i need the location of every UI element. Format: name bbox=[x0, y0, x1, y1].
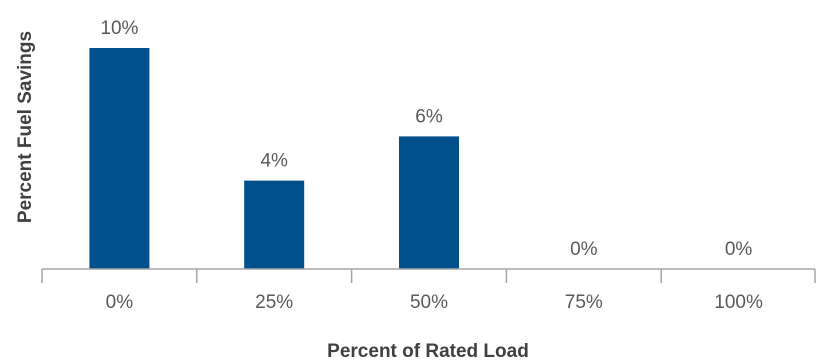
data-labels-group: 10% 4% 6% 0% 0% bbox=[100, 18, 752, 260]
bar bbox=[89, 48, 150, 269]
x-tick-label: 100% bbox=[714, 292, 763, 313]
x-tick-label: 25% bbox=[255, 292, 293, 313]
x-axis-title: Percent of Rated Load bbox=[327, 341, 529, 360]
bars-group bbox=[89, 48, 459, 269]
bar bbox=[399, 136, 459, 269]
x-tick-label: 0% bbox=[106, 292, 134, 313]
data-label: 10% bbox=[100, 18, 138, 39]
x-axis bbox=[41, 268, 816, 283]
data-label: 0% bbox=[725, 239, 753, 260]
bar bbox=[244, 180, 305, 269]
y-axis-title: Percent Fuel Savings bbox=[15, 31, 36, 223]
x-tick-label: 50% bbox=[410, 292, 448, 313]
data-label: 0% bbox=[570, 239, 598, 260]
data-label: 6% bbox=[415, 106, 443, 127]
x-tick-labels-group: 0% 25% 50% 75% 100% bbox=[106, 292, 763, 313]
data-label: 4% bbox=[260, 151, 288, 172]
x-tick-label: 75% bbox=[565, 292, 603, 313]
